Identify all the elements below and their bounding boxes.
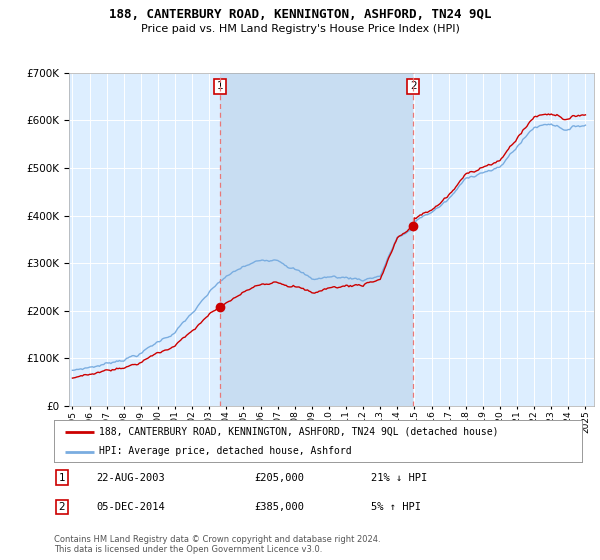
Text: Price paid vs. HM Land Registry's House Price Index (HPI): Price paid vs. HM Land Registry's House … bbox=[140, 24, 460, 34]
Text: 22-AUG-2003: 22-AUG-2003 bbox=[96, 473, 165, 483]
Text: 1: 1 bbox=[217, 81, 224, 91]
Text: 1: 1 bbox=[59, 473, 65, 483]
Text: 5% ↑ HPI: 5% ↑ HPI bbox=[371, 502, 421, 512]
Text: 188, CANTERBURY ROAD, KENNINGTON, ASHFORD, TN24 9QL: 188, CANTERBURY ROAD, KENNINGTON, ASHFOR… bbox=[109, 8, 491, 21]
Text: 2: 2 bbox=[410, 81, 416, 91]
Text: 2: 2 bbox=[59, 502, 65, 512]
Text: Contains HM Land Registry data © Crown copyright and database right 2024.
This d: Contains HM Land Registry data © Crown c… bbox=[54, 535, 380, 554]
Text: 05-DEC-2014: 05-DEC-2014 bbox=[96, 502, 165, 512]
Text: 188, CANTERBURY ROAD, KENNINGTON, ASHFORD, TN24 9QL (detached house): 188, CANTERBURY ROAD, KENNINGTON, ASHFOR… bbox=[99, 427, 499, 437]
Text: HPI: Average price, detached house, Ashford: HPI: Average price, detached house, Ashf… bbox=[99, 446, 352, 456]
Text: £385,000: £385,000 bbox=[254, 502, 305, 512]
Text: £205,000: £205,000 bbox=[254, 473, 305, 483]
Bar bbox=[220, 73, 413, 406]
Text: 21% ↓ HPI: 21% ↓ HPI bbox=[371, 473, 427, 483]
